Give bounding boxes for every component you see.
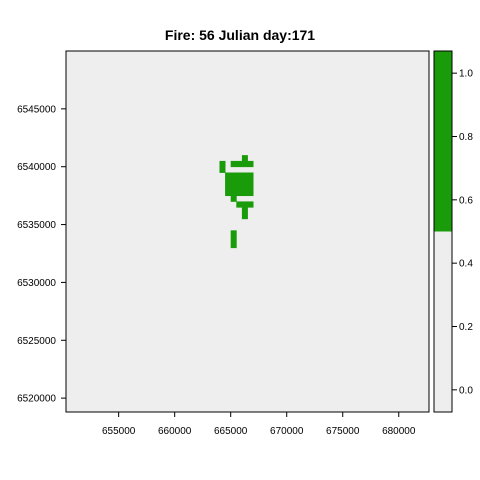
burned-cell <box>230 189 237 197</box>
burned-cell <box>230 230 237 237</box>
burned-cell <box>241 184 248 191</box>
burned-cell <box>219 166 226 173</box>
colorbar-tick-label: 0.8 <box>459 132 473 143</box>
y-tick-label: 6530000 <box>17 278 56 289</box>
burned-cell <box>247 172 254 179</box>
burned-cell <box>247 184 254 191</box>
burned-cell <box>247 160 254 168</box>
burned-cell <box>230 236 237 243</box>
colorbar-tick-label: 0.2 <box>459 322 473 333</box>
y-tick-label: 6545000 <box>17 104 56 115</box>
x-tick-label: 680000 <box>382 426 416 437</box>
burned-cell <box>247 189 254 197</box>
burned-cell <box>247 201 254 208</box>
burned-cell <box>225 184 232 191</box>
burned-cell <box>219 160 226 168</box>
x-tick-label: 675000 <box>326 426 360 437</box>
y-axis: 6520000 6525000 6530000 6535000 6540000 65450… <box>17 104 66 405</box>
burned-cell <box>241 178 248 185</box>
burned-cell <box>241 189 248 197</box>
burned-cell <box>241 201 248 208</box>
burned-cell <box>225 189 232 197</box>
burned-cell <box>241 207 248 214</box>
colorbar-tick-label: 0.6 <box>459 195 473 206</box>
burned-cell <box>236 189 243 197</box>
raster-frame <box>65 50 430 413</box>
colorbar-tick-label: 0.0 <box>459 385 473 396</box>
burned-cell <box>230 184 237 191</box>
burned-cell <box>236 184 243 191</box>
y-tick-label: 6525000 <box>17 336 56 347</box>
burned-cell <box>241 160 248 168</box>
burned-cell <box>247 178 254 185</box>
colorbar: 0.0 0.2 0.4 0.6 0.8 1.0 <box>433 50 473 413</box>
y-tick-label: 6535000 <box>17 220 56 231</box>
colorbar-high-segment <box>434 51 452 232</box>
raster-panel <box>66 51 429 412</box>
colorbar-frame <box>433 50 453 413</box>
burned-cell <box>241 172 248 179</box>
colorbar-tick-label: 0.4 <box>459 259 473 270</box>
burned-cell <box>230 241 237 249</box>
burned-cells <box>219 155 254 249</box>
burned-cell <box>225 172 232 179</box>
x-tick-label: 670000 <box>270 426 304 437</box>
x-tick-label: 660000 <box>158 426 192 437</box>
y-tick-label: 6540000 <box>17 162 56 173</box>
x-tick-label: 665000 <box>214 426 248 437</box>
x-axis: 655000 660000 665000 670000 675000 680000 <box>102 412 416 437</box>
burned-cell <box>241 155 248 162</box>
y-tick-label: 6520000 <box>17 394 56 405</box>
colorbar-low-segment <box>434 231 452 412</box>
burned-cell <box>230 172 237 179</box>
chart-title: Fire: 56 Julian day:171 <box>165 27 315 43</box>
burned-cell <box>230 178 237 185</box>
burned-cell <box>241 212 248 220</box>
burned-cell <box>236 160 243 168</box>
burned-cell <box>225 178 232 185</box>
burned-cell <box>236 178 243 185</box>
burned-cell <box>236 201 243 208</box>
x-tick-label: 655000 <box>102 426 136 437</box>
burned-cell <box>230 195 237 202</box>
burned-cell <box>236 172 243 179</box>
colorbar-tick-label: 1.0 <box>459 69 473 80</box>
burned-cell <box>230 160 237 168</box>
